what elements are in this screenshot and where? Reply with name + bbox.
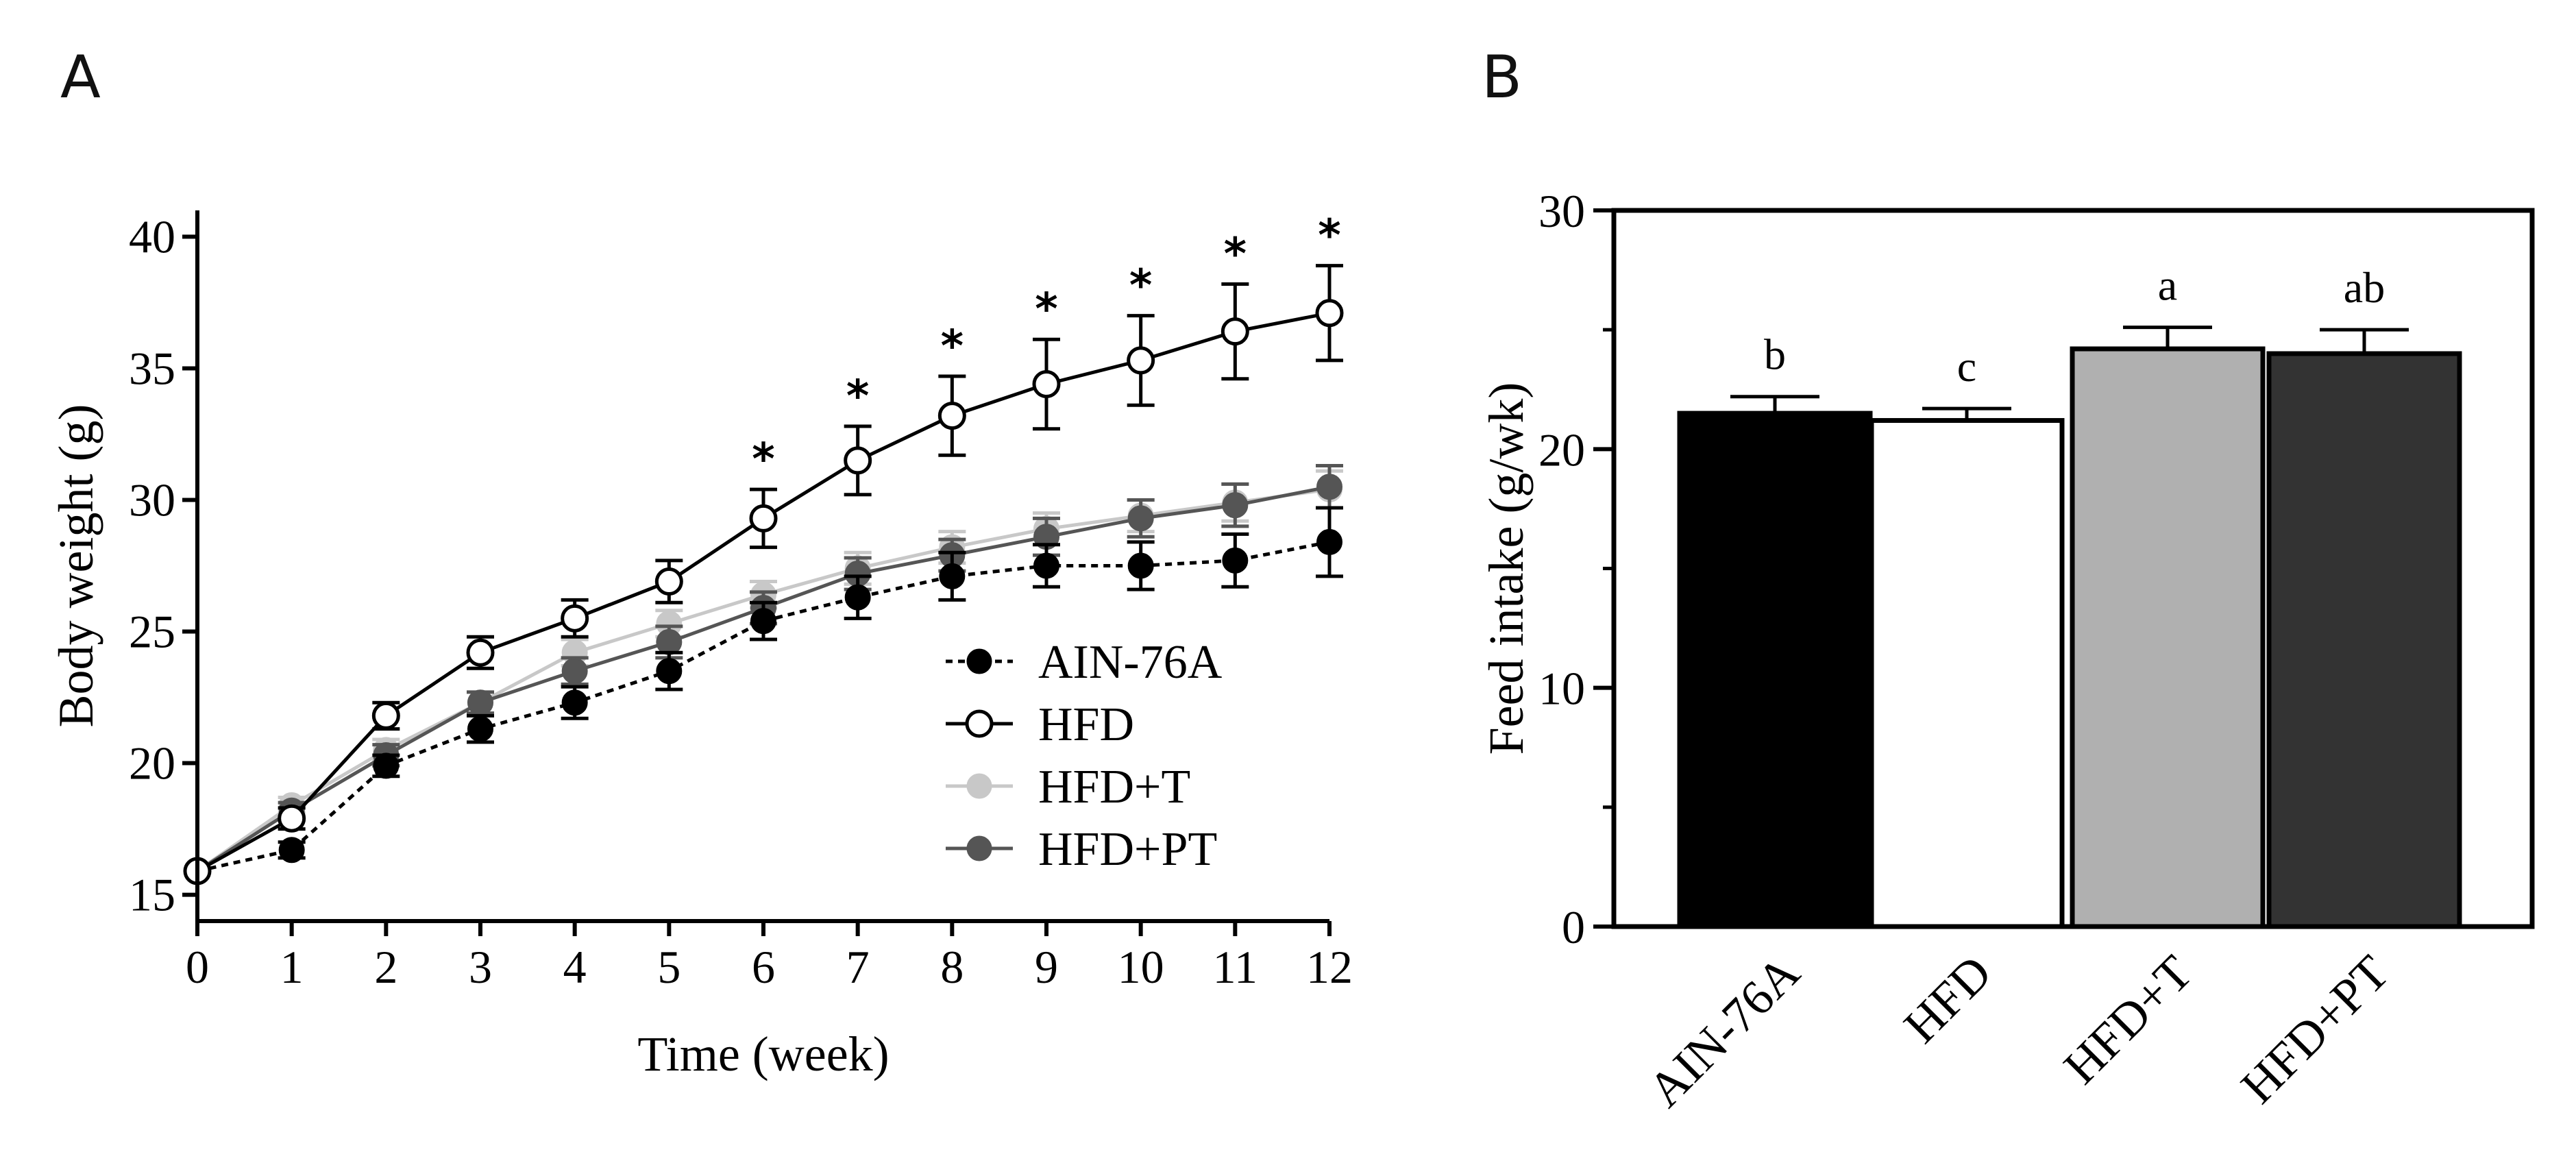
x-tick-label: 6	[752, 941, 775, 993]
data-point	[656, 628, 683, 655]
y-tick-label: 30	[129, 474, 175, 526]
x-tick-label: 10	[1118, 941, 1164, 993]
significance-star: *	[1129, 261, 1152, 312]
data-point	[654, 567, 683, 596]
legend-label: HFD	[1038, 698, 1134, 751]
bar	[2070, 346, 2266, 929]
y-axis-label: Feed intake (g/wk)	[1479, 382, 1534, 755]
y-tick-label: 40	[129, 210, 175, 262]
data-point	[1127, 346, 1155, 375]
x-tick-label: 0	[186, 941, 209, 993]
x-tick-label: 11	[1213, 941, 1258, 993]
x-tick-label: 2	[374, 941, 397, 993]
significance-letter: a	[2158, 261, 2177, 310]
x-tick-label: 4	[563, 941, 587, 993]
legend-label: HFD+PT	[1038, 823, 1217, 876]
data-point	[1220, 317, 1249, 346]
significance-letter: ab	[2344, 263, 2385, 312]
legend-marker	[966, 648, 992, 674]
data-point	[844, 584, 871, 611]
category-label: AIN-76A	[1638, 945, 1811, 1118]
x-axis-label: Time (week)	[637, 1027, 889, 1081]
y-tick-label: 20	[1538, 424, 1585, 476]
y-axis-label: Body weight (g)	[49, 404, 103, 728]
legend-label: HFD+T	[1038, 761, 1190, 813]
data-point	[1315, 299, 1344, 328]
x-tick-label: 5	[657, 941, 680, 993]
category-label: HFD+T	[2053, 945, 2203, 1094]
legend-marker	[965, 709, 994, 738]
data-point	[1316, 528, 1342, 555]
data-point	[656, 658, 683, 685]
category-label: HFD	[1893, 945, 2002, 1053]
series-hfd	[183, 264, 1344, 885]
data-point	[1033, 552, 1059, 579]
data-point	[467, 689, 493, 716]
significance-letter: c	[1957, 342, 1976, 391]
data-point	[561, 658, 588, 685]
x-tick-label: 3	[469, 941, 492, 993]
x-tick-label: 8	[940, 941, 964, 993]
bar-group-hfd-t: a HFD+T	[2053, 261, 2266, 1094]
y-tick-label: 20	[129, 737, 175, 789]
data-point	[939, 563, 966, 589]
legend-marker	[966, 835, 992, 861]
data-point	[1127, 505, 1154, 532]
significance-star: *	[846, 371, 869, 422]
data-point	[844, 446, 872, 475]
data-point	[1316, 474, 1342, 500]
y-tick-label: 0	[1562, 901, 1585, 953]
y-tick-label: 15	[129, 869, 175, 921]
legend-label: AIN-76A	[1038, 636, 1223, 689]
data-point	[937, 402, 966, 430]
category-label: HFD+PT	[2231, 945, 2400, 1114]
panel-label-a: A	[60, 43, 101, 112]
panel-label-b: B	[1482, 43, 1522, 112]
x-tick-label: 9	[1035, 941, 1058, 993]
data-point	[466, 638, 495, 667]
bar-group-hfd: c HFD	[1869, 342, 2065, 1053]
data-point	[1222, 547, 1249, 574]
bar-group-ain-76a: b AIN-76A	[1638, 330, 1873, 1118]
data-point	[561, 689, 588, 716]
bar	[1869, 418, 2065, 929]
significance-star: *	[1035, 284, 1057, 335]
significance-star: *	[941, 321, 964, 372]
x-tick-label: 12	[1306, 941, 1353, 993]
x-tick-label: 1	[280, 941, 304, 993]
y-tick-label: 25	[129, 606, 175, 658]
legend-marker	[966, 773, 992, 799]
data-point	[1222, 492, 1249, 519]
feed-intake-chart: b AIN-76A c HFD a HFD+T ab HFD+PT 0 10 20 30 Feed in…	[1479, 185, 2535, 1118]
data-point	[371, 701, 400, 730]
bar	[1677, 411, 1873, 929]
data-point	[278, 804, 306, 833]
data-point	[278, 837, 305, 864]
data-point	[749, 504, 778, 532]
data-point	[561, 604, 589, 633]
data-point	[373, 752, 400, 779]
legend: AIN-76A HFD HFD+T HFD+PT	[946, 636, 1223, 876]
y-tick-label: 10	[1538, 663, 1585, 715]
x-tick-label: 7	[846, 941, 870, 993]
data-point	[750, 608, 776, 635]
data-point	[1032, 369, 1061, 398]
data-point	[1127, 552, 1154, 579]
significance-star: *	[1318, 211, 1340, 262]
significance-star: *	[1224, 230, 1247, 280]
bar	[2266, 351, 2462, 929]
y-tick-label: 30	[1538, 185, 1585, 237]
y-tick-label: 35	[129, 342, 175, 394]
series-ain-76a	[184, 506, 1343, 885]
significance-star: *	[752, 434, 774, 485]
data-point	[467, 715, 493, 742]
significance-letter: b	[1764, 330, 1786, 379]
